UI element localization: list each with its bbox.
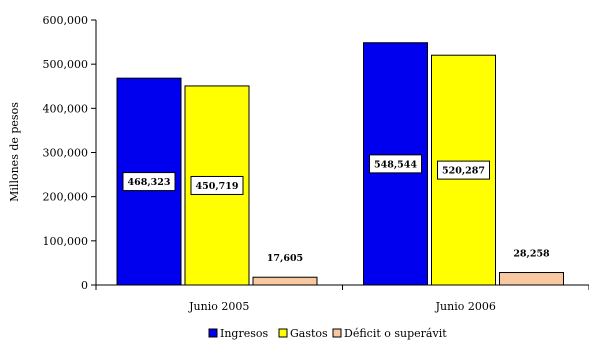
data-label-box (122, 172, 176, 192)
y-axis: 0 100,000 200,000 300,000 400,000 500,000 600,… (43, 14, 97, 292)
data-label: 468,323 (128, 177, 171, 188)
y-tick-label: 100,000 (43, 235, 89, 248)
data-label-box (437, 160, 490, 180)
x-tick-label: Junio 2006 (435, 300, 496, 313)
y-tick-label: 400,000 (43, 102, 89, 115)
bar (499, 272, 564, 286)
y-tick-label: 500,000 (43, 58, 89, 71)
data-label: 28,258 (513, 249, 550, 260)
legend-swatch (278, 328, 288, 338)
data-label: 520,287 (442, 166, 485, 177)
y-tick-label: 300,000 (43, 147, 89, 160)
data-label: 450,719 (196, 181, 239, 192)
bars-group: 468,323 450,719 17,605 548,544 520,287 28,258 (116, 42, 564, 286)
legend: Ingresos Gastos Déficit o superávit (208, 327, 447, 340)
y-tick-label: 600,000 (43, 14, 89, 27)
data-label-box (369, 154, 422, 174)
legend-label: Gastos (290, 327, 328, 340)
data-label: 17,605 (267, 253, 303, 264)
x-axis: Junio 2005 Junio 2006 (95, 284, 589, 313)
data-label: 548,544 (374, 159, 417, 170)
legend-swatch (332, 328, 342, 338)
bar (252, 276, 318, 286)
y-axis-title: Millones de pesos (8, 102, 21, 202)
y-tick-label: 200,000 (43, 191, 89, 204)
legend-label: Ingresos (220, 327, 269, 340)
data-label-box (190, 175, 244, 195)
legend-label: Déficit o superávit (344, 327, 447, 340)
y-tick-label: 0 (81, 279, 88, 292)
legend-swatch (208, 328, 218, 338)
x-tick-label: Junio 2005 (188, 300, 249, 313)
